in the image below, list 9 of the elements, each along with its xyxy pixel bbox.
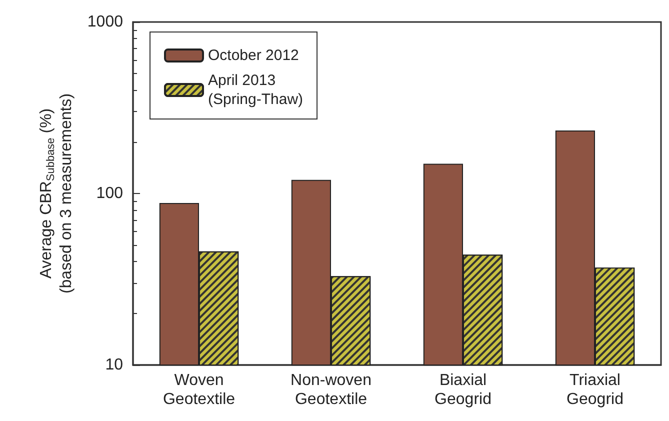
y-tick-label: 1000	[87, 14, 124, 30]
legend-label: October 2012	[208, 47, 299, 64]
x-tick-label: Non-woven Geotextile	[290, 372, 372, 408]
y-tick-label: 10	[105, 356, 124, 374]
x-tick-label: Biaxial Geogrid	[434, 372, 492, 408]
legend-label: April 2013 (Spring-Thaw)	[208, 72, 304, 108]
x-tick-label: Woven Geotextile	[162, 372, 236, 408]
x-tick-label: Triaxial Geogrid	[566, 372, 624, 408]
y-tick-label: 100	[96, 185, 124, 202]
